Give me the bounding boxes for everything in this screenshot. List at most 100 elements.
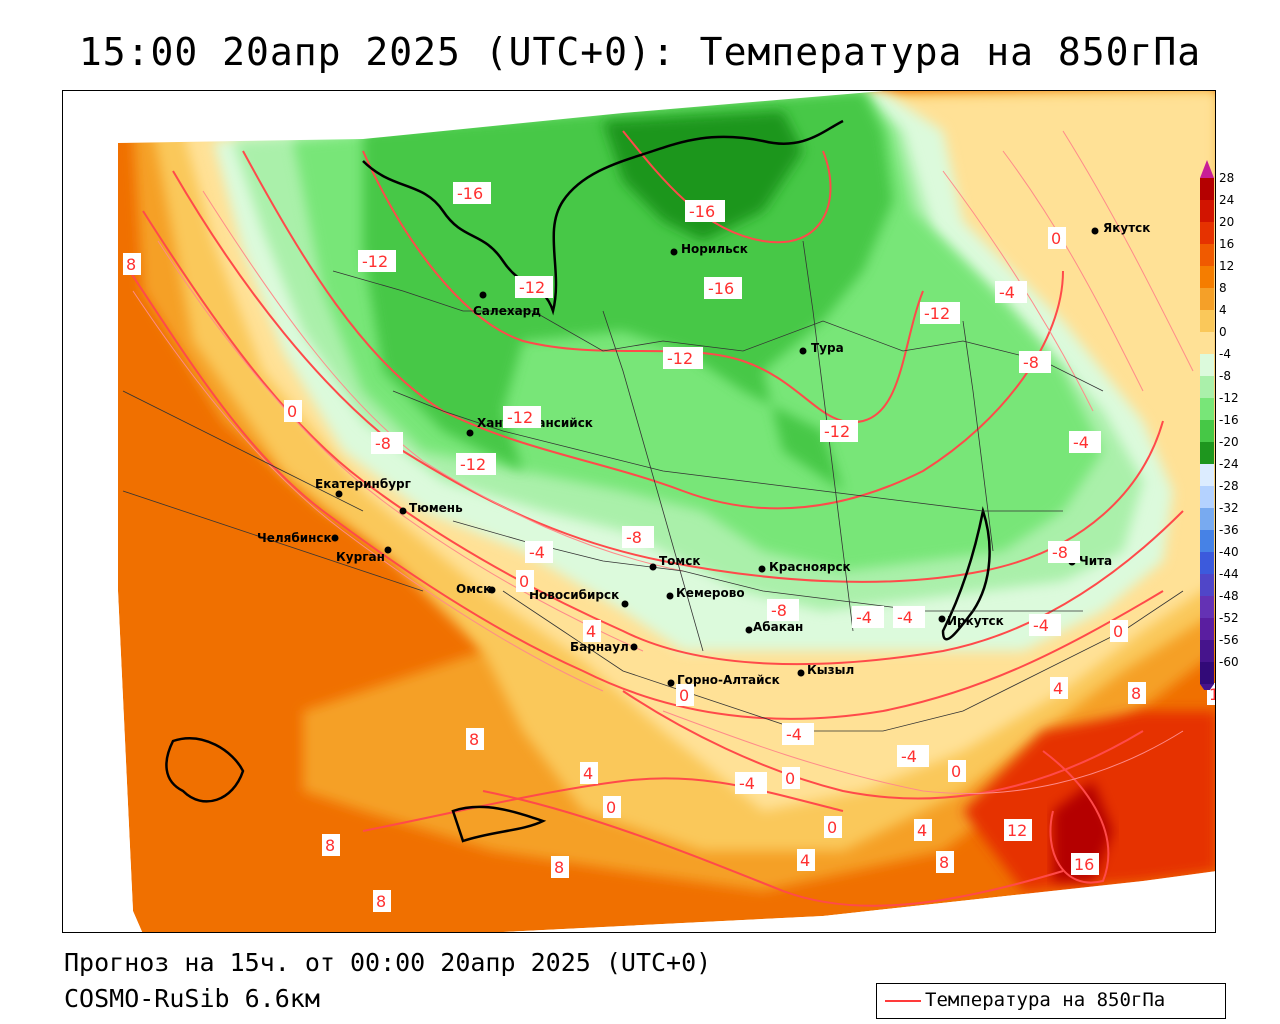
svg-text:Тура: Тура [811,341,844,355]
coastlines [165,119,991,843]
colorbar-bottom-arrow [1200,684,1214,690]
city-barnaul[interactable]: Барнаул [570,640,638,654]
svg-text:-16: -16 [708,279,734,298]
city-kemerovo[interactable]: Кемерово [666,586,745,600]
colorbar-tick-label: 16 [1219,237,1234,251]
colorbar-tick-label: 28 [1219,171,1234,185]
svg-text:8: 8 [554,858,564,877]
svg-text:-16: -16 [457,184,483,203]
city-novosibirsk[interactable]: Новосибирск [529,588,629,608]
contour-label: 4 [580,762,598,784]
contour-label: -12 [456,453,496,475]
colorbar-tick-label: -24 [1219,457,1239,471]
colorbar-swatch [1200,596,1214,618]
svg-text:0: 0 [679,686,689,705]
colorbar-swatch [1200,266,1214,288]
contour-label: 8 [373,890,391,912]
colorbar-swatch [1200,618,1214,640]
city-salekhard[interactable]: Салехард [473,291,541,319]
city-irkutsk[interactable]: Иркутск [938,614,1004,628]
colorbar-tick-label: 12 [1219,259,1234,273]
svg-text:8: 8 [126,255,136,274]
city-kyzyl[interactable]: Кызыл [797,663,855,677]
contour-label: 16 [1071,853,1099,875]
colorbar-swatch [1200,200,1214,222]
cold-region-minus20 [603,111,803,241]
svg-text:-8: -8 [1023,353,1039,372]
svg-text:Салехард: Салехард [473,304,541,318]
colorbar-tick-label: -12 [1219,391,1239,405]
colorbar-tick-label: 24 [1219,193,1234,207]
city-omsk[interactable]: Омск [456,582,496,596]
svg-text:Барнаул: Барнаул [570,640,629,654]
svg-text:-4: -4 [1033,616,1049,635]
city-gorno-altaysk[interactable]: Горно-Алтайск [667,673,780,687]
contour-label: 0 [1048,227,1066,249]
contour-label: -12 [920,302,960,324]
contour-label: 8 [551,856,569,878]
city-abakan[interactable]: Абакан [745,620,804,634]
colorbar-tick-label: -52 [1219,611,1239,625]
contour-label: 8 [1128,682,1146,704]
svg-text:-4: -4 [999,283,1015,302]
contour-label: -8 [1048,541,1080,563]
colorbar-swatch [1200,442,1214,464]
svg-text:Абакан: Абакан [753,620,803,634]
city-tomsk[interactable]: Томск [649,554,701,571]
colorbar-swatch [1200,508,1214,530]
city-norilsk[interactable]: Норильск [670,242,748,256]
contour-label: -12 [663,347,703,369]
colorbar-swatch [1200,552,1214,574]
svg-text:Кемерово: Кемерово [676,586,745,600]
colorbar-swatch [1200,332,1214,354]
contour-label: -4 [1069,431,1101,453]
contour-label: 8 [466,728,484,750]
svg-text:12: 12 [1007,821,1027,840]
colorbar-tick-label: -48 [1219,589,1239,603]
cities: Якутск Норильск Салехард Тура Ханты-Манс… [257,221,1150,687]
contour-label: -4 [782,723,814,745]
svg-text:8: 8 [376,892,386,911]
contour-label: -4 [893,606,925,628]
colorbar-swatch [1200,376,1214,398]
outside-domain-top [63,91,883,151]
colorbar-swatches [1200,160,1214,690]
svg-text:-8: -8 [771,601,787,620]
svg-text:-12: -12 [519,278,545,297]
contour-label: -16 [704,277,742,299]
colorbar-tick-label: -40 [1219,545,1239,559]
city-yekaterinburg[interactable]: Екатеринбург [315,477,411,498]
city-yakutsk[interactable]: Якутск [1091,221,1151,235]
contour-label: 12 [1207,683,1215,705]
contour-label: -4 [995,281,1027,303]
colorbar-tick-label: 0 [1219,325,1227,339]
svg-text:0: 0 [1051,229,1061,248]
city-tyumen[interactable]: Тюмень [399,501,464,515]
city-tura[interactable]: Тура [799,341,844,355]
contour-label: -4 [735,772,767,794]
svg-text:4: 4 [586,622,596,641]
svg-text:0: 0 [606,798,616,817]
forecast-info: Прогноз на 15ч. от 00:00 20апр 2025 (UTC… [64,948,712,977]
city-kurgan[interactable]: Курган [336,546,392,565]
colorbar-tick-label: 20 [1219,215,1234,229]
city-krasnoyarsk[interactable]: Красноярск [758,560,851,574]
svg-text:-4: -4 [786,725,802,744]
isotherm-thin-lines [132,130,1194,794]
svg-text:-16: -16 [689,202,715,221]
svg-text:Красноярск: Красноярск [769,560,851,574]
model-name: COSMO-RuSib 6.6км [64,984,320,1013]
contour-label: 4 [914,819,932,841]
colorbar-swatch [1200,464,1214,486]
colorbar-tick-label: -4 [1219,347,1231,361]
contour-label: 0 [948,760,966,782]
svg-text:16: 16 [1074,855,1094,874]
city-chelyabinsk[interactable]: Челябинск [257,531,339,545]
colorbar-tick-label: -8 [1219,369,1231,383]
svg-text:Норильск: Норильск [681,242,748,256]
svg-text:-8: -8 [1052,543,1068,562]
svg-text:-4: -4 [1073,433,1089,452]
contour-label: -8 [767,599,799,621]
contour-label: -8 [622,526,654,548]
svg-text:4: 4 [583,764,593,783]
